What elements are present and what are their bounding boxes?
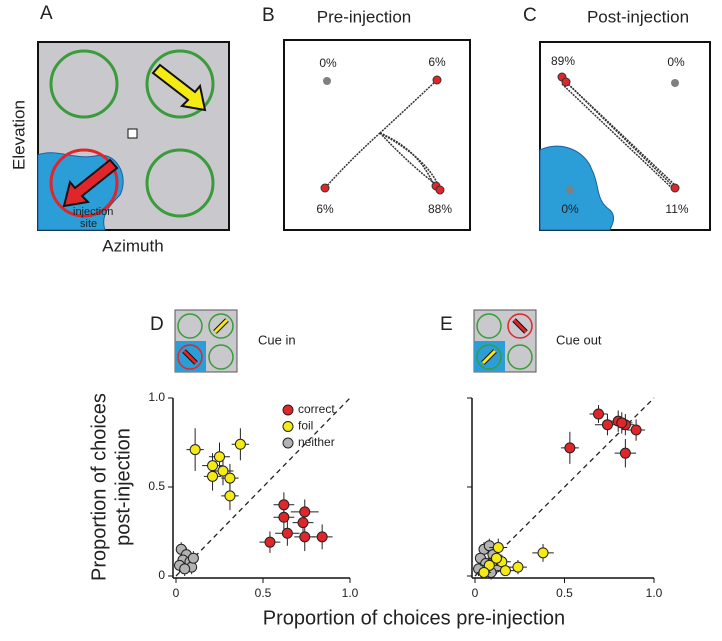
point xyxy=(512,561,524,573)
inset xyxy=(473,309,537,373)
panel-letter: D xyxy=(150,314,164,335)
point xyxy=(179,563,191,575)
x-tick-label: 0.5 xyxy=(556,586,573,600)
point xyxy=(478,566,490,578)
annotation: site xyxy=(80,218,97,230)
legend-label: correct xyxy=(298,402,335,416)
axis-label: Azimuth xyxy=(102,236,163,255)
axis-label: Proportion of choices pre-injection xyxy=(263,607,565,629)
legend-swatch xyxy=(282,404,294,416)
target xyxy=(671,79,679,87)
diagonal xyxy=(175,397,351,577)
point xyxy=(224,472,236,484)
point xyxy=(299,506,311,518)
point xyxy=(537,547,549,559)
point xyxy=(187,552,199,564)
x-tick-label: 0 xyxy=(173,586,180,600)
axis-label: Elevation xyxy=(9,100,28,170)
point xyxy=(564,442,576,454)
x-tick-label: 0 xyxy=(472,586,479,600)
legend-label: foil xyxy=(298,419,313,433)
percentage: 89% xyxy=(551,54,575,68)
target-circle xyxy=(145,148,215,218)
point xyxy=(601,419,613,431)
point xyxy=(278,499,290,511)
arrow xyxy=(62,158,119,208)
axis-label: post-injection xyxy=(112,428,134,546)
percentage: 11% xyxy=(665,202,688,216)
point xyxy=(278,511,290,523)
point xyxy=(207,470,219,482)
legend-swatch xyxy=(282,437,294,449)
target-circle xyxy=(145,49,215,119)
x-tick-label: 1.0 xyxy=(342,586,359,600)
point xyxy=(630,424,642,436)
injection-area xyxy=(539,145,615,231)
panel-letter: E xyxy=(440,314,453,335)
panel-letter: B xyxy=(262,5,275,26)
percentage: 88% xyxy=(428,202,452,216)
point xyxy=(281,527,293,539)
axis-label: Proportion of choices xyxy=(88,393,110,581)
point xyxy=(616,417,628,429)
point xyxy=(297,517,309,529)
fixation xyxy=(127,128,138,139)
point xyxy=(593,408,605,420)
endpoint xyxy=(670,183,680,193)
legend-label: neither xyxy=(298,435,335,449)
endpoint xyxy=(320,183,330,193)
target-circle xyxy=(49,148,119,218)
point xyxy=(214,451,225,463)
point xyxy=(299,531,311,543)
target xyxy=(323,77,331,85)
point xyxy=(234,438,246,450)
y-tick-label: 0.5 xyxy=(148,479,165,493)
legend-swatch xyxy=(282,421,294,432)
point xyxy=(316,531,328,543)
percentage: 0% xyxy=(667,55,685,69)
endpoint xyxy=(435,185,445,195)
x-tick-label: 0.5 xyxy=(255,586,272,600)
point xyxy=(492,542,504,554)
arrow xyxy=(151,63,207,112)
percentage: 6% xyxy=(316,202,334,216)
panel-title: Pre-injection xyxy=(317,7,412,26)
target-circle xyxy=(49,49,119,119)
point xyxy=(264,536,276,548)
point xyxy=(207,460,219,472)
x-tick-label: 1.0 xyxy=(646,586,663,600)
endpoint xyxy=(432,75,442,85)
target xyxy=(566,186,574,194)
endpoint xyxy=(561,77,571,87)
percentage: 0% xyxy=(319,56,337,70)
percentage: 0% xyxy=(561,202,579,216)
point xyxy=(619,447,631,459)
percentage: 6% xyxy=(428,55,446,69)
panel-title: Post-injection xyxy=(587,7,689,26)
point xyxy=(189,444,201,456)
inset-label: Cue in xyxy=(258,332,296,347)
point xyxy=(490,552,502,564)
y-tick-label: 0 xyxy=(158,568,165,582)
annotation: injection xyxy=(73,206,113,218)
inset xyxy=(174,309,238,373)
point xyxy=(499,565,511,577)
point xyxy=(217,465,229,477)
y-tick-label: 1.0 xyxy=(148,390,165,404)
point xyxy=(224,490,236,502)
inset-label: Cue out xyxy=(556,332,602,347)
panel-letter: A xyxy=(40,3,53,24)
panel-letter: C xyxy=(523,5,537,26)
trajectories xyxy=(561,79,677,191)
